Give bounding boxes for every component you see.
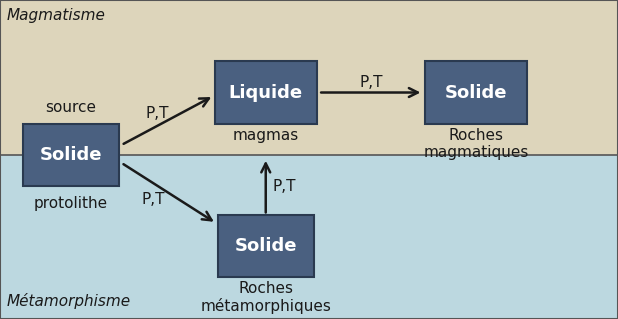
Text: P,T: P,T bbox=[359, 75, 383, 91]
Bar bbox=[0, 0, 618, 155]
Text: protolithe: protolithe bbox=[34, 196, 108, 211]
FancyBboxPatch shape bbox=[425, 61, 527, 124]
FancyBboxPatch shape bbox=[218, 214, 314, 277]
FancyBboxPatch shape bbox=[23, 123, 119, 186]
Text: Liquide: Liquide bbox=[229, 84, 303, 101]
Bar bbox=[0, 155, 618, 319]
Text: Métamorphisme: Métamorphisme bbox=[6, 293, 130, 309]
Text: Solide: Solide bbox=[234, 237, 297, 255]
Text: Roches
métamorphiques: Roches métamorphiques bbox=[200, 281, 331, 314]
Text: P,T: P,T bbox=[142, 192, 165, 207]
Text: Solide: Solide bbox=[444, 84, 507, 101]
Text: magmas: magmas bbox=[232, 128, 299, 143]
Text: Magmatisme: Magmatisme bbox=[6, 8, 105, 23]
FancyBboxPatch shape bbox=[215, 61, 316, 124]
Text: P,T: P,T bbox=[146, 106, 169, 121]
Text: Roches
magmatiques: Roches magmatiques bbox=[423, 128, 528, 160]
Text: P,T: P,T bbox=[273, 179, 296, 194]
Text: source: source bbox=[46, 100, 96, 115]
Text: Solide: Solide bbox=[40, 146, 103, 164]
